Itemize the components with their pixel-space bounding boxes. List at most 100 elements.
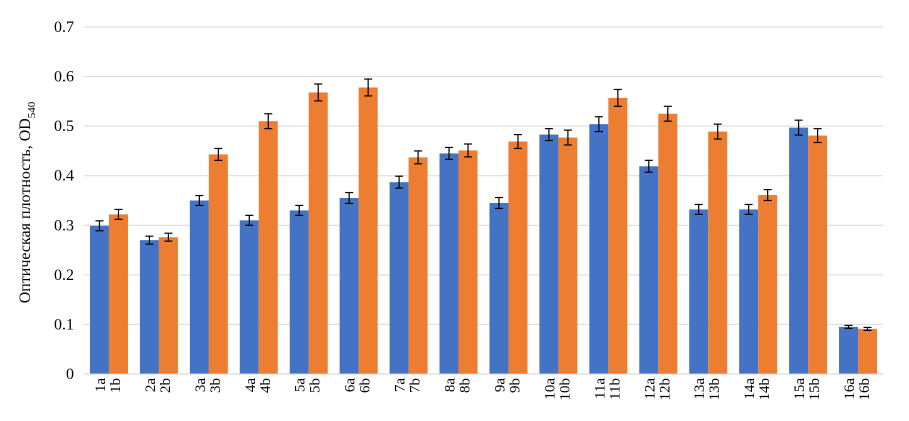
error-bar bbox=[195, 194, 204, 207]
y-tick-label: 0.7 bbox=[54, 19, 74, 36]
error-bar bbox=[464, 143, 473, 158]
y-tick-label: 0.5 bbox=[54, 118, 74, 135]
x-tick-label: 10a bbox=[542, 378, 558, 400]
error-bar bbox=[513, 133, 522, 150]
bar bbox=[639, 166, 659, 374]
x-tick-label: 8a bbox=[443, 378, 459, 393]
x-tick-label: 5b bbox=[308, 378, 324, 393]
bar bbox=[739, 209, 759, 374]
error-bar bbox=[345, 191, 354, 205]
error-bar bbox=[314, 83, 323, 102]
bar bbox=[308, 92, 328, 374]
x-tick-label: 11b bbox=[607, 378, 623, 400]
bar bbox=[289, 210, 309, 374]
bar bbox=[508, 141, 528, 374]
y-tick-label: 0.6 bbox=[54, 69, 74, 86]
error-bar bbox=[863, 326, 872, 331]
y-tick-label: 0.4 bbox=[54, 168, 74, 185]
x-tick-label: 15b bbox=[807, 378, 823, 401]
bar bbox=[258, 121, 278, 374]
y-tick-label: 0 bbox=[66, 366, 74, 383]
x-tick-label: 3b bbox=[208, 378, 224, 393]
bar bbox=[208, 154, 228, 374]
y-tick-label: 0.1 bbox=[54, 316, 74, 333]
bar bbox=[108, 214, 128, 374]
bar bbox=[758, 195, 778, 374]
x-tick-label: 2b bbox=[158, 378, 174, 393]
error-bar bbox=[245, 214, 254, 226]
bar bbox=[558, 137, 578, 374]
x-tick-label: 10b bbox=[557, 378, 573, 401]
bar bbox=[589, 124, 609, 374]
bar bbox=[539, 134, 559, 374]
bar bbox=[608, 97, 628, 374]
error-bar bbox=[663, 105, 672, 122]
error-bar bbox=[613, 88, 622, 107]
x-tick-label: 5a bbox=[293, 378, 309, 393]
error-bar bbox=[744, 203, 753, 215]
x-tick-label: 8b bbox=[458, 378, 474, 393]
x-tick-label: 6a bbox=[343, 378, 359, 393]
x-tick-label: 7a bbox=[393, 378, 409, 393]
x-tick-label: 12b bbox=[657, 378, 673, 401]
y-axis-title-subscript: 540 bbox=[26, 101, 38, 118]
error-bar bbox=[713, 123, 722, 140]
x-tick-label: 14a bbox=[742, 378, 758, 400]
bar bbox=[239, 220, 259, 374]
bar bbox=[839, 326, 859, 374]
x-tick-label: 13a bbox=[692, 378, 708, 400]
x-tick-label: 4b bbox=[258, 378, 274, 393]
bar bbox=[489, 202, 509, 374]
x-tick-label: 1a bbox=[93, 378, 109, 393]
x-tick-label: 2a bbox=[143, 378, 159, 393]
error-bar bbox=[544, 128, 553, 142]
error-bar bbox=[694, 203, 703, 215]
error-bar bbox=[164, 232, 173, 242]
bar bbox=[858, 328, 878, 374]
bar bbox=[658, 113, 678, 374]
x-tick-label: 15a bbox=[792, 378, 808, 400]
bar bbox=[789, 127, 809, 374]
error-bar bbox=[594, 116, 603, 133]
x-tick-label: 16b bbox=[857, 378, 873, 401]
bars bbox=[89, 87, 878, 374]
bar bbox=[408, 157, 428, 374]
bar bbox=[189, 200, 209, 374]
x-tick-label: 9a bbox=[492, 378, 508, 393]
y-axis-title: Оптическая плотность, OD540 bbox=[17, 101, 38, 303]
x-tick-label: 9b bbox=[507, 378, 523, 393]
error-bar bbox=[364, 78, 373, 97]
error-bar bbox=[813, 128, 822, 144]
error-bar bbox=[295, 204, 304, 216]
error-bars bbox=[95, 78, 872, 331]
x-tick-label: 13b bbox=[707, 378, 723, 401]
x-axis-labels: 1a 1b 2a 2b 3a 3b 4a 4b 5a 5b 6a 6b 7a 7b 8a 8b 9a 9b 10a 1… bbox=[93, 378, 873, 401]
y-axis-ticks: 0 0.1 0.2 0.3 0.4 0.5 0.6 0.7 bbox=[54, 19, 74, 383]
error-bar bbox=[563, 129, 572, 146]
y-tick-label: 0.3 bbox=[54, 217, 74, 234]
x-tick-label: 4a bbox=[243, 378, 259, 393]
bar bbox=[389, 182, 409, 374]
x-tick-label: 14b bbox=[757, 378, 773, 401]
bar bbox=[689, 209, 709, 374]
error-bar bbox=[763, 188, 772, 202]
bar bbox=[358, 87, 378, 374]
bar bbox=[808, 135, 828, 374]
error-bar bbox=[145, 235, 154, 245]
error-bar bbox=[95, 220, 104, 232]
x-tick-label: 7b bbox=[408, 378, 424, 393]
bar bbox=[158, 237, 178, 374]
x-tick-label: 3a bbox=[193, 378, 209, 393]
error-bar bbox=[794, 119, 803, 136]
x-tick-label: 6b bbox=[358, 378, 374, 393]
error-bar bbox=[844, 324, 853, 329]
bar bbox=[458, 150, 478, 374]
error-bar bbox=[264, 113, 273, 130]
error-bar bbox=[214, 147, 223, 161]
bar bbox=[439, 153, 459, 374]
error-bar bbox=[395, 175, 404, 189]
error-bar bbox=[494, 196, 503, 210]
y-tick-label: 0.2 bbox=[54, 267, 74, 284]
x-tick-label: 11a bbox=[592, 378, 608, 399]
